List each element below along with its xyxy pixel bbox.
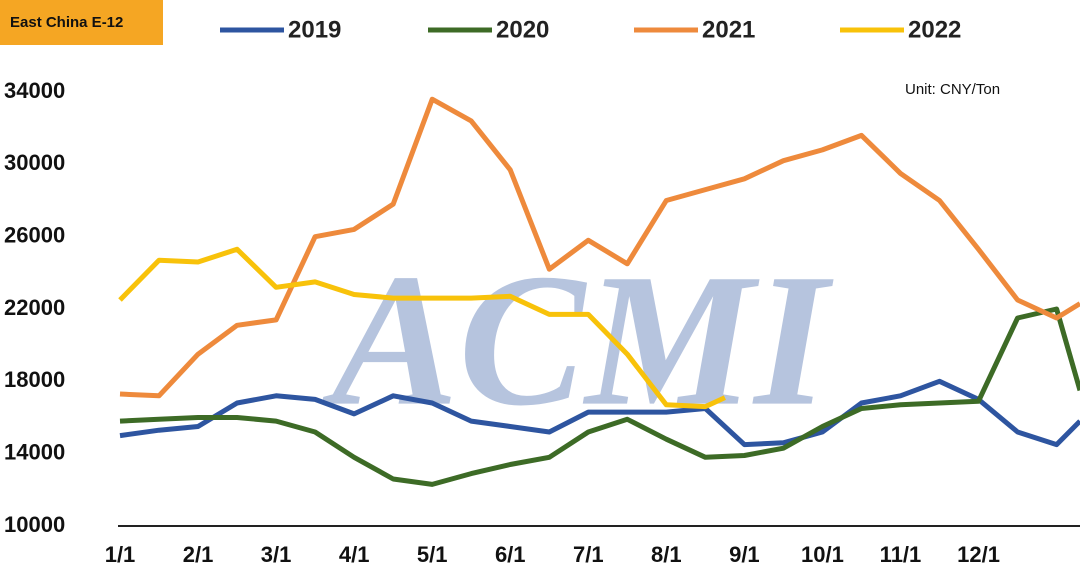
x-tick-label: 2/1 <box>183 542 214 567</box>
chart-title: East China E-12 <box>10 14 123 31</box>
x-tick-label: 8/1 <box>651 542 682 567</box>
x-tick-label: 9/1 <box>729 542 760 567</box>
series-line <box>119 378 1080 448</box>
watermark: ACMI <box>322 236 834 446</box>
legend-label: 2020 <box>496 16 549 43</box>
y-tick-label: 10000 <box>4 512 65 537</box>
legend-label: 2022 <box>908 16 961 43</box>
x-tick-label: 10/1 <box>801 542 844 567</box>
y-tick-label: 30000 <box>4 150 65 175</box>
x-tick-label: 6/1 <box>495 542 526 567</box>
x-tick-label: 12/1 <box>957 542 1000 567</box>
legend-label: 2019 <box>288 16 341 43</box>
x-tick-label: 4/1 <box>339 542 370 567</box>
title-box <box>0 0 163 45</box>
series-line <box>119 306 1080 487</box>
x-tick-label: 5/1 <box>417 542 448 567</box>
x-tick-label: 3/1 <box>261 542 292 567</box>
unit-note: Unit: CNY/Ton <box>905 81 1000 98</box>
x-tick-label: 1/1 <box>105 542 136 567</box>
series-line <box>118 246 726 410</box>
x-tick-label: 7/1 <box>573 542 604 567</box>
y-tick-label: 26000 <box>4 222 65 247</box>
y-tick-label: 14000 <box>4 439 65 464</box>
y-tick-label: 18000 <box>4 367 65 392</box>
y-tick-label: 34000 <box>4 78 65 103</box>
x-tick-label: 11/1 <box>880 542 922 567</box>
legend-label: 2021 <box>702 16 755 43</box>
series-line <box>119 96 1080 399</box>
y-tick-label: 22000 <box>4 295 65 320</box>
